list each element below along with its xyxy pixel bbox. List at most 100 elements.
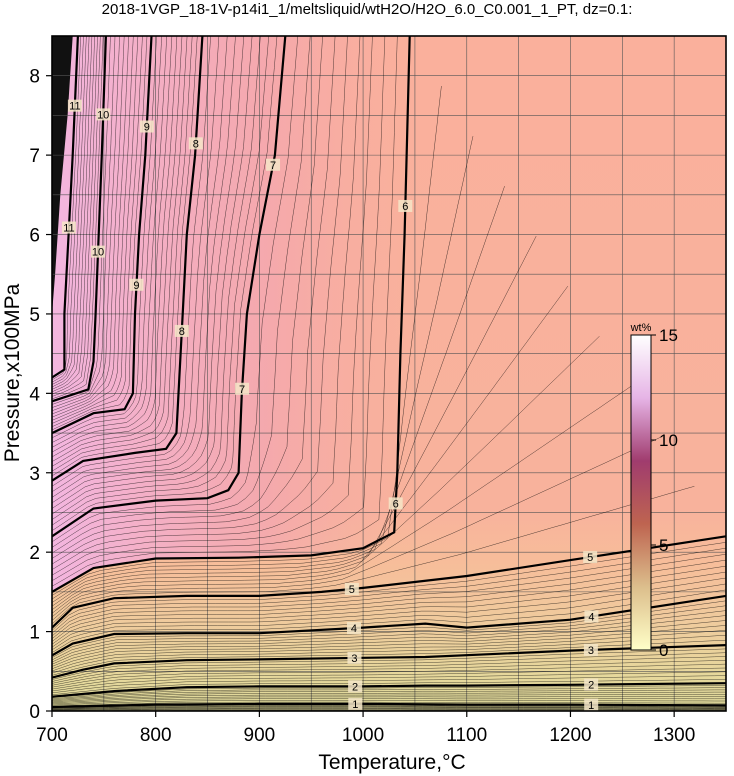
svg-text:2: 2 <box>352 681 358 693</box>
svg-text:8: 8 <box>179 326 185 338</box>
major-contour-9 <box>52 36 153 435</box>
x-tick-label: 1200 <box>549 725 591 746</box>
contour-label-6: 6 <box>388 497 403 510</box>
colorbar-tick-label: 5 <box>659 536 668 555</box>
minor-contour <box>52 36 269 526</box>
minor-contour <box>52 700 726 706</box>
colorbar-tick-label: 10 <box>659 431 678 450</box>
svg-text:7: 7 <box>239 384 245 396</box>
minor-contour <box>52 36 336 559</box>
x-tick-label: 700 <box>36 725 68 746</box>
colorbar-bar <box>630 334 652 651</box>
svg-text:5: 5 <box>349 584 355 596</box>
minor-contour <box>52 625 726 670</box>
minor-contour <box>52 615 726 665</box>
y-axis-ticks: 0 1 2 3 4 5 6 7 8 <box>29 67 52 723</box>
x-axis-label: Temperature,°C <box>318 751 465 774</box>
major-contour-6 <box>52 36 411 593</box>
colorbar-label: wt% <box>630 322 652 334</box>
y-axis-label: Pressure,x100MPa <box>1 283 24 462</box>
svg-text:3: 3 <box>588 645 594 657</box>
contour-label-3: 3 <box>347 651 362 665</box>
contour-label-6: 6 <box>398 199 413 213</box>
minor-contour <box>52 36 348 565</box>
minor-contour <box>52 565 726 642</box>
major-contour-7 <box>52 36 287 538</box>
minor-contour <box>52 707 726 710</box>
minor-contour <box>52 36 311 548</box>
minor-contour <box>52 685 726 698</box>
contour-label-5: 5 <box>583 551 598 564</box>
minor-contour <box>52 671 726 692</box>
minor-contour <box>52 577 726 648</box>
contour-label-8: 8 <box>188 137 203 150</box>
minor-contour <box>52 675 726 694</box>
minor-contour <box>52 386 632 618</box>
minor-contour <box>52 547 726 634</box>
minor-contour <box>52 667 726 690</box>
contour-label-9: 9 <box>129 278 144 292</box>
minor-contour <box>52 36 104 400</box>
minor-contour <box>52 656 726 684</box>
minor-contour <box>52 701 726 707</box>
x-tick-label: 800 <box>140 725 172 746</box>
minor-contour <box>52 36 168 448</box>
minor-contour <box>52 660 726 686</box>
minor-contour <box>52 36 101 397</box>
minor-contour <box>52 36 81 381</box>
major-contour-2 <box>52 682 726 698</box>
contour-label-10: 10 <box>90 245 105 259</box>
minor-contour <box>52 571 726 645</box>
minor-contour <box>52 559 726 639</box>
y-tick-label: 3 <box>29 464 40 485</box>
y-tick-label: 1 <box>29 623 40 644</box>
minor-contour <box>52 36 90 388</box>
minor-contour <box>52 36 178 458</box>
minor-contour <box>52 36 198 477</box>
minor-contour <box>52 620 726 667</box>
y-tick-label: 7 <box>29 146 40 167</box>
minor-contour <box>52 36 173 453</box>
svg-text:3: 3 <box>351 653 357 665</box>
plot-frame <box>51 35 727 712</box>
y-tick-label: 6 <box>29 226 40 247</box>
minor-contour <box>52 705 726 709</box>
svg-text:11: 11 <box>63 223 74 235</box>
svg-text:6: 6 <box>393 498 399 510</box>
minor-contour <box>52 610 726 663</box>
minor-contour <box>52 36 228 498</box>
minor-contour <box>52 36 183 462</box>
minor-contour <box>52 36 261 520</box>
saturated-corner <box>52 36 73 314</box>
minor-contour <box>52 648 726 680</box>
contour-label-7: 7 <box>266 158 281 172</box>
contour-label-1: 1 <box>584 698 599 712</box>
y-tick-label: 2 <box>29 543 40 564</box>
minor-contour <box>52 36 220 492</box>
svg-text:2: 2 <box>588 680 594 692</box>
contour-label-1: 1 <box>348 697 363 711</box>
svg-text:7: 7 <box>270 160 276 172</box>
x-tick-label: 1100 <box>446 725 487 746</box>
svg-text:11: 11 <box>69 101 80 113</box>
minor-contour <box>52 553 726 637</box>
contour-label-2: 2 <box>348 680 363 693</box>
minor-contour <box>52 663 726 688</box>
minor-contour <box>52 689 726 701</box>
minor-contour <box>52 136 474 600</box>
minor-contour <box>52 36 211 487</box>
minor-contour <box>52 709 726 711</box>
colorbar-tick-label: 15 <box>659 326 678 345</box>
major-contours <box>52 36 726 709</box>
minor-contour <box>52 36 386 581</box>
minor-contour <box>52 36 120 412</box>
minor-contour <box>52 605 726 661</box>
heatmap-background <box>52 36 726 711</box>
minor-contour <box>52 36 87 385</box>
major-contour-5 <box>52 535 726 629</box>
minor-contour <box>52 36 157 439</box>
minor-contour <box>52 600 726 658</box>
svg-text:10: 10 <box>92 247 104 259</box>
minor-contour <box>52 435 663 621</box>
minor-contour <box>52 36 361 570</box>
